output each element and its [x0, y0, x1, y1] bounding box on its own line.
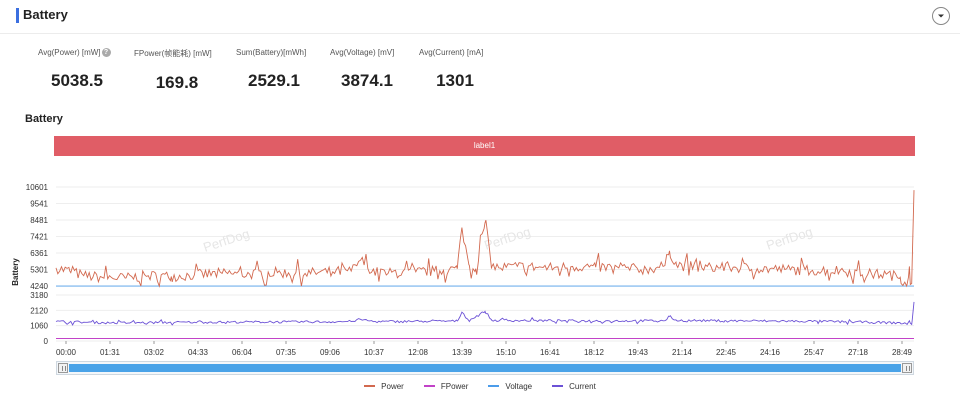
- stat-label: Avg(Voltage) [mV]: [330, 48, 395, 57]
- legend-swatch: [364, 385, 376, 387]
- slider-handle-right[interactable]: [902, 363, 912, 373]
- legend-label: Voltage: [505, 381, 533, 391]
- collapse-toggle-button[interactable]: [932, 7, 950, 25]
- chart-section-title: Battery: [25, 113, 63, 125]
- y-axis-title: Battery: [11, 258, 20, 286]
- battery-chart: 4240 5301 6361 7421 8481 9541 10601 0 1060 2120 31…: [11, 183, 915, 357]
- x-tick-label: 18:12: [584, 348, 605, 357]
- stat-fpower: FPower(帧能耗) [mW] 169.8: [134, 48, 220, 93]
- label-bar[interactable]: label1: [54, 136, 915, 156]
- legend-label: FPower: [440, 381, 469, 391]
- x-tick-label: 13:39: [452, 348, 473, 357]
- x-tick-label: 00:00: [56, 348, 77, 357]
- chevron-down-icon: [938, 14, 944, 18]
- x-tick-label: 15:10: [496, 348, 517, 357]
- y-tick-label: 8481: [30, 216, 48, 225]
- x-tick-label: 01:31: [100, 348, 121, 357]
- stat-label: Avg(Power) [mW]: [38, 48, 101, 57]
- y-tick-label: 4240: [30, 282, 48, 291]
- legend-label: Current: [569, 381, 596, 391]
- y-tick-label: 7421: [30, 232, 48, 241]
- header-title: Battery: [23, 7, 68, 22]
- stat-avg-current: Avg(Current) [mA] 1301: [419, 48, 491, 91]
- y-tick-label: 1060: [30, 322, 48, 331]
- y-tick-label: 5301: [30, 265, 48, 274]
- x-tick-label: 24:16: [760, 348, 781, 357]
- legend-swatch: [423, 385, 435, 387]
- legend-item-fpower[interactable]: FPower: [423, 379, 469, 393]
- stat-sum-battery: Sum(Battery)[mWh] 2529.1: [236, 48, 312, 91]
- stat-avg-voltage: Avg(Voltage) [mV] 3874.1: [330, 48, 404, 91]
- section-header: Battery: [0, 0, 960, 34]
- stat-value: 169.8: [155, 73, 199, 92]
- slider-handle-left[interactable]: [58, 363, 68, 373]
- stat-label: Sum(Battery)[mWh]: [236, 48, 307, 57]
- y-tick-label: 0: [44, 337, 49, 346]
- y-tick-label: 6361: [30, 249, 48, 258]
- stat-value: 3874.1: [341, 71, 393, 90]
- slider-range-fill[interactable]: [69, 364, 901, 372]
- x-tick-label: 04:33: [188, 348, 209, 357]
- series-line-power[interactable]: [55, 190, 915, 288]
- stat-label: FPower(帧能耗) [mW]: [134, 49, 212, 58]
- stat-avg-power: Avg(Power) [mW]? 5038.5: [38, 48, 120, 91]
- stat-value: 5038.5: [51, 71, 103, 90]
- x-tick-label: 25:47: [804, 348, 825, 357]
- watermark-text: PerfDog: [764, 224, 814, 253]
- stat-value: 2529.1: [248, 71, 300, 90]
- legend-item-power[interactable]: Power: [364, 379, 404, 393]
- x-tick-label: 10:37: [364, 348, 385, 357]
- help-icon[interactable]: ?: [101, 48, 111, 57]
- x-tick-label: 12:08: [408, 348, 429, 357]
- y-tick-label: 9541: [30, 199, 48, 208]
- summary-stats: Avg(Power) [mW]? 5038.5 FPower(帧能耗) [mW]…: [0, 48, 960, 98]
- legend-item-voltage[interactable]: Voltage: [488, 379, 532, 393]
- x-tick-label: 03:02: [144, 348, 165, 357]
- x-tick-label: 07:35: [276, 348, 297, 357]
- legend-label: Power: [381, 381, 404, 391]
- chart-legend: Power FPower Voltage Current: [0, 379, 960, 393]
- x-tick-label: 27:18: [848, 348, 869, 357]
- x-tick-label: 09:06: [320, 348, 341, 357]
- stat-value: 1301: [436, 71, 474, 90]
- series-line-current[interactable]: [55, 301, 915, 326]
- x-tick-label: 22:45: [716, 348, 737, 357]
- header-accent: [16, 8, 19, 23]
- time-range-slider[interactable]: [56, 361, 914, 375]
- legend-item-current[interactable]: Current: [552, 379, 596, 393]
- legend-swatch: [552, 385, 564, 387]
- y-tick-label: 3180: [30, 291, 48, 300]
- x-tick-label: 19:43: [628, 348, 649, 357]
- x-tick-label: 21:14: [672, 348, 693, 357]
- x-tick-label: 06:04: [232, 348, 253, 357]
- watermark-text: PerfDog: [201, 226, 251, 255]
- x-tick-label: 16:41: [540, 348, 561, 357]
- legend-swatch: [488, 385, 500, 387]
- y-tick-label: 2120: [30, 306, 48, 315]
- y-tick-label: 10601: [26, 183, 49, 192]
- x-tick-label: 28:49: [892, 348, 913, 357]
- stat-label: Avg(Current) [mA]: [419, 48, 484, 57]
